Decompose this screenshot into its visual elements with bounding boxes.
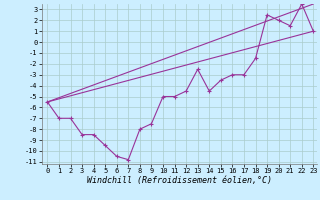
X-axis label: Windchill (Refroidissement éolien,°C): Windchill (Refroidissement éolien,°C) [87, 176, 272, 185]
